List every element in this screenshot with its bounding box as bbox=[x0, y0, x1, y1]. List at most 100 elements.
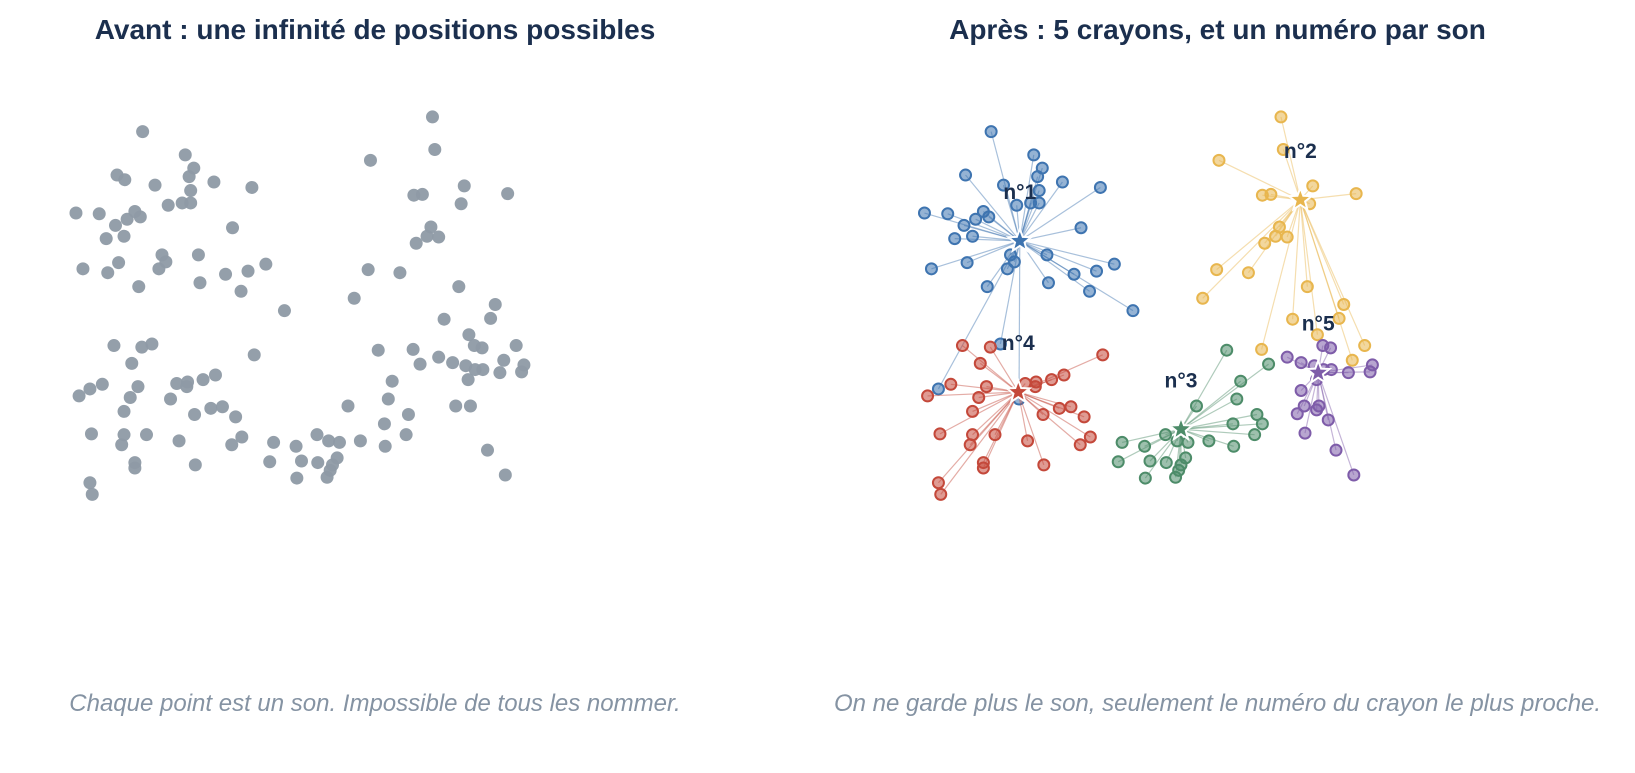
cluster-4: n°4 bbox=[921, 332, 1110, 501]
sound-point bbox=[310, 428, 324, 442]
sound-point bbox=[83, 476, 97, 490]
cluster-point bbox=[1010, 198, 1024, 212]
sound-point bbox=[449, 399, 463, 413]
cluster-point bbox=[1347, 468, 1361, 482]
sound-point bbox=[267, 435, 281, 449]
sound-point bbox=[187, 161, 201, 175]
sound-point bbox=[425, 110, 439, 124]
sound-point bbox=[123, 390, 137, 404]
cluster-point bbox=[1255, 342, 1269, 356]
sound-point bbox=[509, 339, 523, 353]
assignment-line bbox=[1017, 391, 1045, 466]
sound-point bbox=[131, 380, 145, 394]
sound-point bbox=[115, 438, 129, 452]
cluster-point bbox=[1220, 343, 1234, 357]
sound-point bbox=[363, 153, 377, 167]
assignment-line bbox=[965, 174, 1021, 242]
sound-point bbox=[181, 375, 195, 389]
cluster-point bbox=[1280, 230, 1294, 244]
cluster-point bbox=[1159, 456, 1173, 470]
sound-point bbox=[229, 410, 243, 424]
left-scatter-plot bbox=[69, 110, 531, 501]
cluster-point bbox=[1074, 221, 1088, 235]
cluster-point bbox=[1021, 434, 1035, 448]
cluster-1: n°1 bbox=[917, 125, 1140, 406]
assignment-line bbox=[931, 240, 1020, 270]
sound-point bbox=[428, 142, 442, 156]
cluster-point bbox=[1032, 196, 1046, 210]
sound-point bbox=[501, 187, 515, 201]
cluster-point bbox=[1052, 401, 1066, 415]
cluster-point bbox=[1248, 428, 1262, 442]
cluster-point bbox=[1159, 428, 1172, 442]
sound-point bbox=[148, 178, 162, 192]
sound-point bbox=[461, 373, 475, 387]
sound-point bbox=[193, 276, 207, 290]
assignment-line bbox=[1019, 240, 1115, 265]
cluster-point bbox=[944, 377, 958, 391]
cluster-point bbox=[1226, 417, 1240, 431]
sound-point bbox=[493, 366, 507, 380]
cluster-point bbox=[1035, 161, 1049, 175]
sound-point bbox=[83, 382, 97, 396]
sound-point bbox=[188, 408, 202, 422]
sound-point bbox=[72, 389, 86, 403]
assignment-line bbox=[972, 391, 1019, 436]
sound-point bbox=[164, 392, 178, 406]
assignment-line bbox=[1019, 240, 1090, 292]
sound-point bbox=[371, 343, 385, 357]
cluster-point bbox=[1073, 438, 1087, 452]
assignment-line bbox=[1180, 363, 1269, 430]
cluster-point bbox=[1345, 353, 1359, 367]
sound-point bbox=[381, 392, 395, 406]
sound-point bbox=[415, 187, 429, 201]
sound-point bbox=[95, 377, 109, 391]
cluster-point bbox=[1365, 358, 1379, 372]
sound-point bbox=[109, 218, 122, 232]
sound-point bbox=[259, 257, 273, 271]
cluster-label: n°4 bbox=[1002, 332, 1035, 355]
cluster-point bbox=[1294, 356, 1308, 370]
sound-point bbox=[241, 264, 255, 278]
cluster-point bbox=[1329, 443, 1343, 457]
cluster-point bbox=[1196, 291, 1210, 305]
assignment-line bbox=[1002, 184, 1021, 242]
cluster-point bbox=[1143, 454, 1157, 468]
assignment-line bbox=[1299, 199, 1366, 346]
assignment-line bbox=[989, 346, 1019, 393]
sound-point bbox=[401, 408, 415, 422]
sound-point bbox=[457, 179, 471, 193]
sound-point bbox=[219, 267, 233, 281]
cluster-point bbox=[969, 212, 983, 226]
assignment-line bbox=[939, 391, 1019, 435]
assignment-line bbox=[1299, 199, 1308, 287]
assignment-line bbox=[1019, 240, 1097, 272]
assignment-line bbox=[1299, 199, 1345, 305]
sound-point bbox=[76, 262, 90, 276]
cluster-point bbox=[933, 427, 947, 441]
sound-point bbox=[112, 256, 126, 270]
assignment-line bbox=[1180, 413, 1258, 430]
assignment-line bbox=[1218, 159, 1301, 201]
assignment-line bbox=[966, 240, 1021, 264]
cluster-point bbox=[1111, 455, 1125, 469]
assignment-line bbox=[1202, 199, 1301, 299]
sound-point bbox=[136, 125, 150, 139]
right-cluster-plot: n°1 n°2 n°3 n°4 n°5 bbox=[917, 110, 1379, 501]
assignment-line bbox=[940, 391, 1019, 495]
sound-point bbox=[353, 434, 367, 448]
sound-point bbox=[311, 456, 325, 470]
assignment-line bbox=[1018, 391, 1060, 409]
sound-point bbox=[196, 373, 210, 387]
centroid-star-icon bbox=[1304, 357, 1333, 385]
cluster-point bbox=[1055, 175, 1069, 189]
cluster-point bbox=[924, 262, 938, 276]
assignment-line bbox=[1121, 428, 1182, 444]
sound-point bbox=[128, 456, 142, 470]
sound-point bbox=[475, 341, 489, 355]
cluster-point bbox=[966, 404, 980, 418]
sound-point bbox=[263, 455, 277, 469]
cluster-point bbox=[1077, 410, 1091, 424]
cluster-label: n°3 bbox=[1165, 369, 1198, 392]
